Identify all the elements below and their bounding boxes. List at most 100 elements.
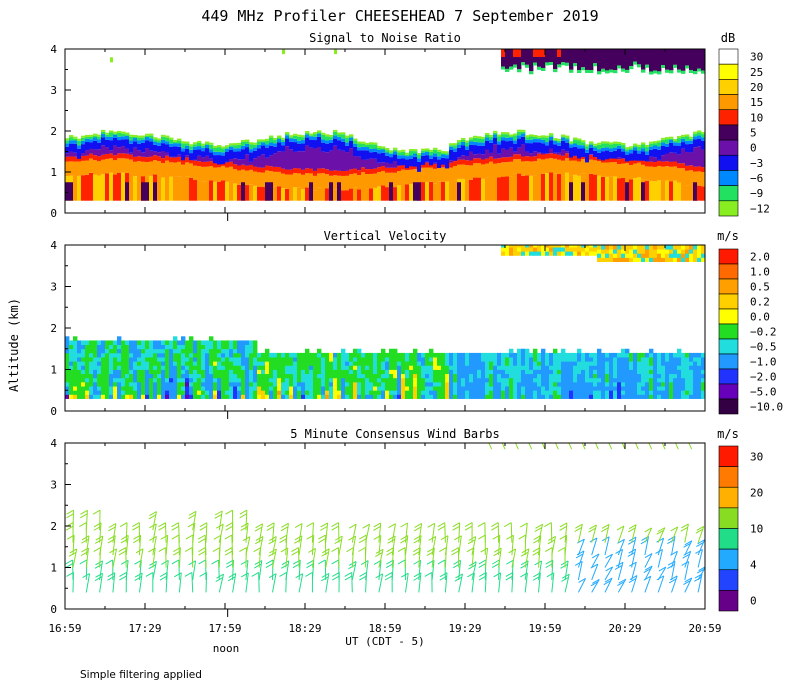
wind-barb-flag	[604, 577, 613, 583]
snr-cell	[481, 154, 486, 160]
velocity-cell	[281, 361, 286, 366]
snr-upper-cell	[573, 49, 578, 64]
wind-barb-flag	[134, 572, 143, 578]
snr-cell	[241, 145, 246, 150]
velocity-cell	[485, 381, 490, 387]
wind-barb-flag	[174, 572, 182, 578]
snr-cell	[273, 166, 278, 172]
velocity-cell	[381, 386, 386, 391]
snr-cell	[461, 141, 466, 146]
velocity-cell	[541, 352, 546, 358]
velocity-cell	[145, 357, 150, 362]
snr-cell	[229, 161, 234, 167]
velocity-cell	[141, 344, 146, 350]
wind-barb	[604, 577, 613, 593]
wind-barb-flag	[464, 522, 473, 528]
wind-barb-upper	[630, 419, 638, 437]
snr-cell	[93, 149, 98, 156]
snr-cell	[161, 151, 166, 159]
snr-cell	[161, 163, 166, 178]
velocity-cell	[389, 348, 394, 354]
wind-barb-flag	[239, 509, 248, 515]
wind-barb-flag	[159, 575, 168, 581]
snr-cell	[161, 134, 166, 137]
wind-barb-flag	[79, 522, 87, 528]
velocity-cell	[85, 394, 90, 399]
velocity-cell	[241, 340, 246, 345]
velocity-cell	[557, 377, 562, 383]
snr-cell	[693, 166, 698, 172]
wind-barb-flag	[255, 536, 264, 541]
velocity-cell	[65, 394, 70, 399]
velocity-cell	[169, 357, 174, 362]
velocity-cell	[85, 357, 90, 362]
snr-cell	[477, 142, 482, 146]
velocity-cell	[489, 394, 494, 399]
velocity-cell	[189, 340, 194, 345]
wind-barb-flag	[320, 526, 328, 531]
wind-barb-upper	[528, 443, 533, 450]
snr-cell	[545, 158, 550, 174]
snr-cell	[429, 181, 434, 201]
snr-cell	[305, 134, 310, 138]
velocity-cell	[321, 394, 326, 399]
velocity-cell	[525, 365, 530, 370]
velocity-cell	[513, 377, 518, 383]
velocity-cell	[397, 390, 402, 395]
velocity-cell	[421, 381, 426, 387]
wind-barb-flag	[684, 427, 689, 431]
velocity-cell	[237, 344, 242, 350]
wind-barb-flag	[520, 551, 529, 557]
snr-cell	[677, 138, 682, 143]
snr-cell	[281, 145, 286, 152]
snr-upper-cell	[585, 49, 590, 70]
snr-cell	[537, 139, 542, 143]
velocity-cell	[313, 394, 318, 399]
snr-cell	[193, 142, 198, 145]
snr-cell	[693, 171, 698, 186]
velocity-cell	[345, 357, 350, 362]
velocity-cell	[401, 381, 406, 387]
velocity-cell	[289, 377, 294, 383]
velocity-cell	[381, 352, 386, 358]
wind-barb	[564, 535, 568, 556]
snr-cell	[521, 156, 526, 162]
velocity-cell	[117, 357, 122, 362]
velocity-cell	[353, 394, 358, 399]
velocity-cell	[397, 369, 402, 375]
snr-cell	[257, 186, 262, 201]
snr-upper-cell	[633, 49, 638, 62]
snr-cell	[261, 141, 266, 143]
wind-barb	[524, 560, 529, 581]
velocity-cell	[517, 348, 522, 354]
snr-cell	[541, 139, 546, 144]
snr-cell	[497, 136, 502, 142]
velocity-cell	[345, 373, 350, 379]
velocity-cell	[613, 390, 618, 395]
velocity-cell	[209, 369, 214, 375]
wind-barb	[258, 523, 264, 543]
velocity-cell	[329, 357, 334, 362]
velocity-cell	[241, 369, 246, 375]
velocity-upper-cell	[637, 249, 642, 254]
velocity-cell	[89, 386, 94, 391]
snr-cell	[577, 156, 582, 162]
wind-barb-flag	[478, 534, 486, 540]
velocity-cell	[473, 386, 478, 391]
velocity-upper-cell	[509, 247, 514, 252]
snr-cell	[97, 175, 102, 201]
velocity-cell	[317, 381, 322, 387]
velocity-cell	[181, 361, 186, 366]
velocity-cell	[353, 348, 358, 354]
wind-barb	[85, 573, 91, 593]
velocity-cell	[697, 373, 702, 379]
snr-cell	[201, 181, 206, 201]
snr-cell	[465, 179, 470, 201]
snr-cell	[145, 135, 150, 137]
velocity-cell	[429, 394, 434, 399]
velocity-cell	[505, 377, 510, 383]
velocity-cell	[453, 373, 458, 379]
velocity-upper-cell	[553, 245, 558, 248]
snr-cell	[681, 182, 686, 201]
wind-barb-flag	[644, 527, 652, 533]
